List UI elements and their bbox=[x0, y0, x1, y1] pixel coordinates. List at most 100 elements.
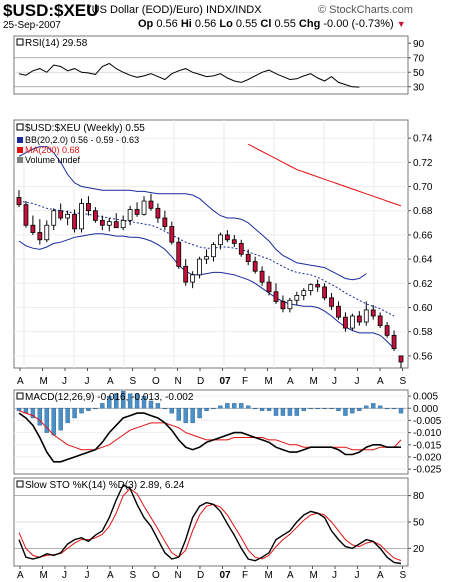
price-axis-tick-label: 0.60 bbox=[413, 303, 433, 314]
sto-axis-tick-label: 50 bbox=[413, 518, 425, 529]
candle-up bbox=[197, 258, 202, 276]
chart-date: 25-Sep-2007 bbox=[3, 20, 61, 31]
sto-legend-swatch bbox=[16, 480, 24, 488]
macd-histogram-bar bbox=[100, 403, 105, 409]
candle-up bbox=[44, 224, 50, 241]
macd-histogram-bar bbox=[391, 408, 397, 410]
candle-down bbox=[266, 281, 272, 293]
macd-histogram-bar bbox=[398, 408, 404, 414]
macd-histogram-bar bbox=[204, 408, 209, 411]
macd-histogram-bar bbox=[225, 403, 230, 409]
symbol-title: $USD:$XEU bbox=[3, 1, 99, 20]
price-x-tick-label: A bbox=[17, 376, 24, 387]
candle-down bbox=[370, 309, 376, 317]
high-label: Hi bbox=[180, 18, 192, 30]
candle-down bbox=[273, 291, 279, 302]
macd-axis-tick-label: -0.010 bbox=[413, 428, 442, 439]
price-x-tick-label: O bbox=[152, 376, 160, 387]
macd-line bbox=[18, 412, 401, 463]
price-x-tick-label: M bbox=[310, 376, 318, 387]
candle-down bbox=[183, 265, 189, 283]
price-legend-swatch bbox=[17, 137, 23, 143]
sto-x-tick-label: D bbox=[197, 570, 204, 581]
candle-down bbox=[72, 213, 77, 230]
ma200-line bbox=[247, 143, 402, 207]
price-x-tick-label: M bbox=[265, 376, 273, 387]
price-axis-tick-label: 0.64 bbox=[413, 255, 433, 266]
macd-histogram-bar bbox=[79, 408, 84, 414]
macd-histogram-bar bbox=[51, 408, 56, 436]
macd-histogram-bar bbox=[134, 393, 140, 409]
macd-histogram-bar bbox=[65, 408, 70, 424]
candle-up bbox=[127, 209, 133, 221]
candle-down bbox=[259, 270, 265, 283]
candle-down bbox=[16, 197, 22, 206]
macd-histogram-bar bbox=[86, 408, 91, 411]
close-value: 0.55 bbox=[274, 18, 296, 30]
macd-histogram-bar bbox=[252, 408, 258, 410]
price-axis-tick-label: 0.68 bbox=[413, 206, 433, 217]
sto-x-tick-label: A bbox=[107, 570, 114, 581]
candle-up bbox=[363, 309, 369, 323]
macd-histogram-bar bbox=[183, 408, 188, 424]
macd-signal-line bbox=[18, 410, 402, 451]
candle-down bbox=[155, 207, 161, 219]
candle-down bbox=[384, 325, 390, 336]
sto-x-tick-label: A bbox=[17, 570, 24, 581]
macd-histogram-bar bbox=[364, 405, 369, 409]
rsi-axis-tick-label: 90 bbox=[413, 39, 425, 50]
macd-histogram-bar bbox=[72, 408, 77, 419]
candle-up bbox=[294, 295, 300, 301]
sto-axis-tick-label: 80 bbox=[413, 491, 425, 502]
rsi-line bbox=[18, 62, 360, 88]
candle-down bbox=[169, 226, 175, 243]
low-value: 0.55 bbox=[235, 18, 258, 30]
macd-histogram-bar bbox=[245, 405, 251, 409]
macd-axis-tick-label: -0.015 bbox=[413, 440, 442, 451]
macd-histogram-bar bbox=[176, 408, 181, 421]
macd-histogram-bar bbox=[280, 408, 286, 416]
sto-d-line bbox=[18, 487, 402, 561]
macd-histogram-bar bbox=[16, 408, 22, 411]
open-label: Op bbox=[138, 18, 154, 30]
price-x-tick-label: J bbox=[62, 376, 67, 387]
candle-down bbox=[245, 253, 251, 262]
macd-axis-tick-label: -0.020 bbox=[413, 452, 442, 463]
price-axis-tick-label: 0.70 bbox=[413, 182, 433, 193]
macd-histogram-bar bbox=[329, 408, 334, 410]
price-x-tick-label: N bbox=[175, 376, 182, 387]
candle-down bbox=[113, 221, 119, 229]
bb-lower-band bbox=[18, 233, 395, 349]
candle-up bbox=[308, 284, 314, 291]
macd-histogram-bar bbox=[155, 403, 161, 409]
macd-histogram-bar bbox=[148, 400, 154, 409]
bb-upper-band bbox=[18, 146, 367, 281]
candle-down bbox=[23, 204, 29, 226]
low-label: Lo bbox=[219, 18, 233, 30]
macd-histogram-bar bbox=[190, 408, 195, 424]
rsi-legend-swatch bbox=[16, 38, 24, 46]
rsi-title: RSI(14) 29.58 bbox=[25, 38, 88, 49]
macd-axis-tick-label: -0.005 bbox=[413, 416, 442, 427]
candle-down bbox=[398, 355, 404, 363]
candle-down bbox=[224, 234, 230, 241]
candle-up bbox=[211, 244, 216, 258]
sto-x-tick-label: S bbox=[400, 570, 407, 581]
candle-down bbox=[329, 297, 334, 307]
rsi-axis-tick-label: 30 bbox=[413, 82, 425, 93]
macd-histogram-bar bbox=[107, 395, 112, 409]
candle-up bbox=[349, 315, 355, 329]
macd-histogram-bar bbox=[301, 408, 306, 411]
sto-x-tick-label: J bbox=[85, 570, 90, 581]
sto-x-tick-label: A bbox=[377, 570, 384, 581]
macd-histogram-bar bbox=[343, 408, 348, 416]
candle-down bbox=[148, 200, 154, 209]
macd-histogram-bar bbox=[120, 391, 126, 409]
candle-down bbox=[162, 217, 168, 227]
price-panel bbox=[13, 119, 409, 369]
macd-histogram-bar bbox=[287, 408, 293, 416]
candle-down bbox=[377, 315, 383, 327]
price-axis-tick-label: 0.58 bbox=[413, 327, 433, 338]
rsi-panel bbox=[13, 35, 409, 95]
price-axis-tick-label: 0.62 bbox=[413, 279, 433, 290]
